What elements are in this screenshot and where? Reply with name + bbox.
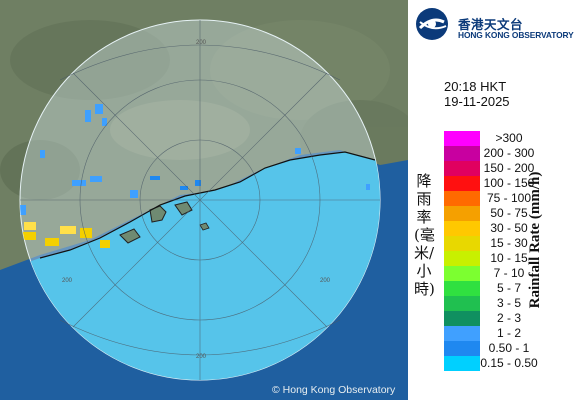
legend-title-en: Rainfall Rate (mm/h)	[527, 171, 543, 309]
range-label: 200	[62, 278, 73, 284]
legend-label: 0.15 - 0.50	[480, 356, 538, 370]
hko-logo: 香港天文台 HONG KONG OBSERVATORY	[414, 6, 574, 42]
legend-row: 100 - 150	[444, 176, 574, 191]
legend-label: 3 - 5	[496, 296, 521, 310]
legend-row: 0.50 - 1	[444, 341, 574, 356]
legend-row: 0.15 - 0.50	[444, 356, 574, 371]
range-label: 200	[320, 278, 331, 284]
legend-label: 200 - 300	[483, 146, 535, 160]
legend-swatch	[444, 341, 480, 356]
legend-row: 75 - 100	[444, 191, 574, 206]
org-name-en: HONG KONG OBSERVATORY	[458, 30, 574, 40]
legend-swatch	[444, 191, 480, 206]
legend-row: 2 - 3	[444, 311, 574, 326]
legend-swatch	[444, 281, 480, 296]
org-name-zh: 香港天文台	[458, 17, 524, 32]
legend-label: 2 - 3	[496, 311, 521, 325]
legend-row: 7 - 10	[444, 266, 574, 281]
legend-swatch	[444, 356, 480, 371]
legend-swatch	[444, 131, 480, 146]
range-rings	[20, 20, 380, 380]
legend-swatch	[444, 296, 480, 311]
legend-label: 75 - 100	[486, 191, 532, 205]
legend-swatch	[444, 161, 480, 176]
legend-swatch	[444, 146, 480, 161]
legend-label: 100 - 150	[483, 176, 535, 190]
legend-swatch	[444, 311, 480, 326]
legend-row: 15 - 30	[444, 236, 574, 251]
legend-title-zh: 降雨率(毫米/小時)	[414, 172, 435, 298]
radar-map-image: 200 200 200 200	[0, 0, 420, 400]
radar-map: 200 200 200 200 © Hong Kong Observatory	[0, 0, 420, 400]
legend-panel: 香港天文台 HONG KONG OBSERVATORY 20:18 HKT 19…	[408, 0, 577, 400]
rainfall-legend: >300 200 - 300 150 - 200 100 - 150 75 - 100 5…	[444, 131, 574, 371]
legend-label: 150 - 200	[483, 161, 535, 175]
legend-label: 30 - 50	[490, 221, 528, 235]
range-label: 200	[196, 40, 207, 46]
observation-date: 19-11-2025	[444, 94, 510, 109]
legend-swatch	[444, 221, 480, 236]
legend-row: 50 - 75	[444, 206, 574, 221]
legend-swatch	[444, 251, 480, 266]
legend-row: 5 - 7	[444, 281, 574, 296]
hko-emblem-icon	[416, 8, 448, 40]
legend-label: 7 - 10	[493, 266, 525, 280]
legend-row: >300	[444, 131, 574, 146]
legend-row: 3 - 5	[444, 296, 574, 311]
legend-row: 10 - 15	[444, 251, 574, 266]
copyright-text: © Hong Kong Observatory	[272, 384, 396, 396]
legend-label: 0.50 - 1	[488, 341, 530, 355]
legend-swatch	[444, 236, 480, 251]
legend-swatch	[444, 326, 480, 341]
legend-swatch	[444, 266, 480, 281]
legend-label: 10 - 15	[490, 251, 528, 265]
legend-label: >300	[495, 131, 523, 145]
legend-row: 150 - 200	[444, 161, 574, 176]
legend-swatch	[444, 176, 480, 191]
legend-label: 5 - 7	[496, 281, 521, 295]
legend-swatch	[444, 206, 480, 221]
legend-row: 1 - 2	[444, 326, 574, 341]
legend-label: 50 - 75	[490, 206, 528, 220]
legend-row: 30 - 50	[444, 221, 574, 236]
legend-row: 200 - 300	[444, 146, 574, 161]
legend-label: 1 - 2	[496, 326, 521, 340]
range-label: 200	[196, 354, 207, 360]
legend-label: 15 - 30	[490, 236, 528, 250]
observation-time: 20:18 HKT	[444, 79, 507, 94]
